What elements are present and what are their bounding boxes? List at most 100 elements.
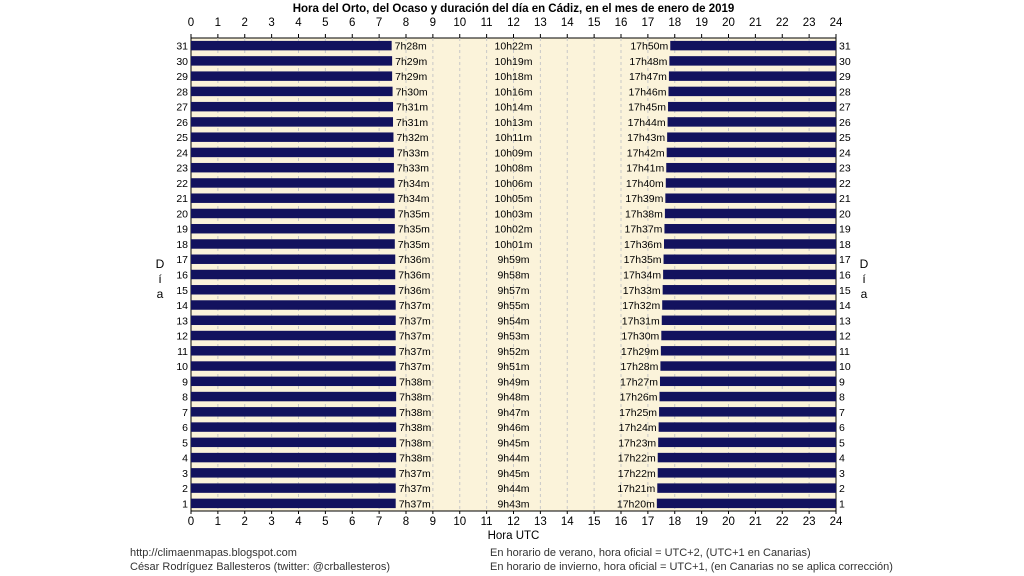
- night-bar-evening: [656, 498, 836, 509]
- day-tick-label-right: 26: [839, 117, 851, 129]
- day-tick-label-right: 14: [839, 300, 851, 312]
- y-axis-label-right-char: D: [860, 257, 869, 271]
- night-bar-morning: [191, 361, 396, 371]
- night-bar-morning: [191, 178, 395, 188]
- x-tick-label-bottom: 10: [453, 516, 466, 528]
- day-tick-label-left: 16: [176, 270, 188, 282]
- day-tick-label-right: 29: [839, 71, 851, 83]
- night-bar-morning: [191, 391, 397, 402]
- day-tick-label-right: 20: [839, 208, 851, 220]
- x-tick-label-top: 19: [695, 17, 708, 29]
- day-tick-label-left: 8: [182, 392, 188, 404]
- sunrise-label: 7h37m: [399, 300, 431, 312]
- x-tick-label-top: 0: [188, 17, 194, 29]
- sunset-label: 17h34m: [623, 270, 661, 282]
- chart-title: Hora del Orto, del Ocaso y duración del …: [293, 3, 735, 15]
- night-bar-evening: [658, 422, 836, 432]
- sunset-label: 17h30m: [621, 331, 659, 343]
- x-tick-label-top: 16: [615, 17, 628, 29]
- day-tick-label-right: 4: [839, 453, 845, 465]
- night-bar-evening: [657, 483, 836, 493]
- sunrise-label: 7h32m: [396, 132, 428, 144]
- night-bar-morning: [191, 56, 393, 66]
- night-bar-evening: [661, 330, 836, 341]
- x-tick-label-top: 9: [430, 17, 436, 29]
- sunrise-label: 7h37m: [399, 498, 431, 510]
- day-tick-label-right: 17: [839, 254, 851, 266]
- daylength-label: 10h08m: [495, 163, 533, 175]
- day-tick-label-right: 21: [839, 193, 851, 205]
- night-bar-morning: [191, 315, 396, 326]
- day-tick-label-left: 24: [176, 147, 188, 159]
- sunrise-label: 7h33m: [397, 163, 429, 175]
- day-tick-label-left: 20: [176, 208, 188, 220]
- x-tick-label-bottom: 11: [481, 516, 493, 528]
- sunrise-label: 7h30m: [396, 86, 428, 98]
- day-tick-label-left: 12: [176, 331, 188, 343]
- sunrise-label: 7h31m: [396, 102, 428, 114]
- day-tick-label-left: 14: [176, 300, 188, 312]
- x-tick-label-bottom: 18: [668, 516, 681, 528]
- x-tick-label-bottom: 24: [830, 516, 843, 528]
- night-bar-morning: [191, 376, 397, 387]
- footer-summer-note: En horario de verano, hora oficial = UTC…: [490, 547, 811, 559]
- day-tick-label-left: 10: [176, 361, 188, 373]
- day-tick-label-left: 5: [182, 437, 188, 449]
- day-tick-label-left: 26: [176, 117, 188, 129]
- day-tick-label-right: 6: [839, 422, 845, 434]
- daylength-label: 10h05m: [495, 193, 533, 205]
- night-bar-morning: [191, 239, 395, 249]
- x-tick-label-top: 13: [534, 17, 547, 29]
- x-tick-label-bottom: 14: [561, 516, 574, 528]
- day-tick-label-right: 5: [839, 437, 845, 449]
- day-tick-label-right: 7: [839, 407, 845, 419]
- x-tick-label-bottom: 19: [695, 516, 708, 528]
- night-bar-evening: [668, 71, 836, 81]
- day-tick-label-right: 12: [839, 331, 851, 343]
- night-bar-evening: [658, 437, 836, 448]
- night-bar-morning: [191, 101, 394, 112]
- day-tick-label-left: 4: [182, 453, 188, 465]
- daylength-label: 9h44m: [497, 453, 529, 465]
- night-bar-evening: [657, 452, 836, 463]
- x-tick-label-bottom: 1: [215, 516, 221, 528]
- sunrise-label: 7h31m: [396, 117, 428, 129]
- sunset-label: 17h48m: [629, 56, 667, 68]
- x-tick-label-bottom: 5: [322, 516, 328, 528]
- day-tick-label-left: 22: [176, 178, 188, 190]
- daylength-label: 10h16m: [495, 86, 533, 98]
- x-tick-label-top: 5: [322, 17, 328, 29]
- night-bar-morning: [191, 483, 396, 493]
- day-tick-label-right: 1: [839, 498, 845, 510]
- x-tick-label-top: 15: [588, 17, 601, 29]
- day-tick-label-right: 8: [839, 392, 845, 404]
- daylength-label: 10h06m: [495, 178, 533, 190]
- night-bar-morning: [191, 407, 397, 417]
- day-tick-label-left: 7: [182, 407, 188, 419]
- daylength-label: 9h55m: [497, 300, 529, 312]
- x-tick-label-top: 17: [641, 17, 654, 29]
- night-bar-morning: [191, 71, 393, 81]
- x-tick-label-top: 21: [749, 17, 762, 29]
- day-tick-label-left: 27: [176, 102, 188, 114]
- day-tick-label-left: 2: [182, 483, 188, 495]
- day-tick-label-left: 25: [176, 132, 188, 144]
- x-tick-label-bottom: 4: [295, 516, 302, 528]
- daylength-label: 10h01m: [495, 239, 533, 251]
- night-bar-evening: [666, 162, 836, 173]
- x-tick-label-bottom: 0: [188, 516, 194, 528]
- night-bar-morning: [191, 86, 393, 97]
- sunrise-label: 7h29m: [395, 56, 427, 68]
- daylength-label: 9h43m: [497, 498, 529, 510]
- y-axis-label-left-char: a: [157, 287, 164, 301]
- day-tick-label-left: 1: [182, 498, 188, 510]
- daylength-label: 9h51m: [497, 361, 529, 373]
- day-tick-label-right: 18: [839, 239, 851, 251]
- x-tick-label-top: 24: [830, 17, 843, 29]
- sunrise-label: 7h38m: [399, 407, 431, 419]
- day-tick-label-right: 15: [839, 285, 851, 297]
- x-tick-label-top: 11: [481, 17, 493, 29]
- night-bar-morning: [191, 437, 397, 448]
- night-bar-evening: [659, 376, 836, 387]
- footer-winter-note: En horario de invierno, hora oficial = U…: [490, 561, 893, 573]
